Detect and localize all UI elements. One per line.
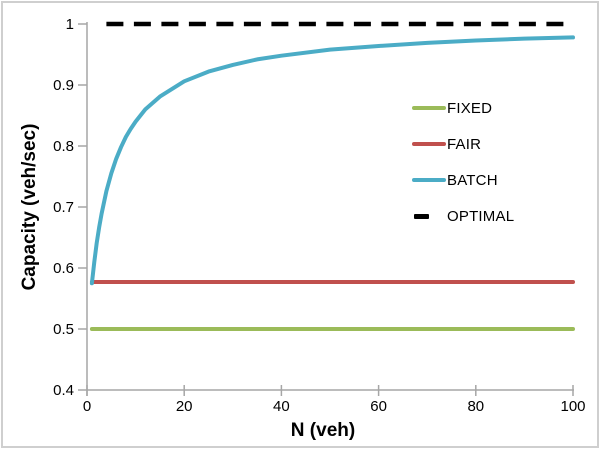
legend-label-fair: FAIR [447,135,482,153]
legend-swatch-fixed [412,106,447,110]
legend-swatch-fair [412,142,447,146]
x-axis-title: N (veh) [290,420,356,441]
x-tick-label: 60 [370,398,387,415]
x-tick-label: 0 [83,398,91,415]
legend-item-fair: FAIR [412,126,514,162]
y-tick-label: 0.5 [53,321,74,338]
legend-label-fixed: FIXED [447,99,493,117]
legend-swatch-optimal [412,213,447,219]
y-axis-title: Capacity (veh/sec) [19,123,40,291]
y-tick-label: 0.7 [53,199,74,216]
x-tick-label: 100 [560,398,585,415]
x-tick-label: 20 [176,398,193,415]
legend-item-optimal: OPTIMAL [412,198,514,234]
y-tick-label: 0.9 [53,77,74,94]
legend-swatch-batch [412,178,447,182]
legend-item-fixed: FIXED [412,90,514,126]
legend-item-batch: BATCH [412,162,514,198]
y-tick-label: 0.6 [53,260,74,277]
y-tick-label: 1 [66,16,74,33]
y-tick-label: 0.8 [53,138,74,155]
x-tick-label: 80 [467,398,484,415]
legend-label-optimal: OPTIMAL [447,207,515,225]
legend: FIXED FAIR BATCH OPTIMAL [412,90,514,234]
batch-line [89,35,575,286]
legend-label-batch: BATCH [447,171,498,189]
plot-area: 0 20 40 60 80 100 1 0.9 0.8 0.7 0.6 0.5 0.4 [53,16,585,415]
y-tick-label: 0.4 [53,382,74,399]
x-tick-label: 40 [273,398,290,415]
